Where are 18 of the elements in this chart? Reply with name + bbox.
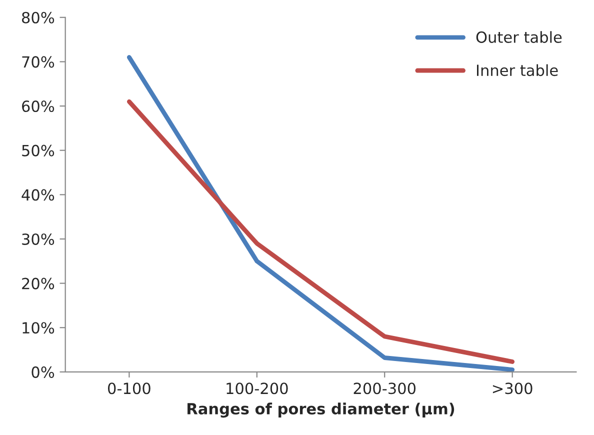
x-tick-label: >300: [492, 382, 532, 394]
y-tick-label: 10%: [22, 322, 54, 334]
y-tick-label: 30%: [22, 233, 54, 245]
y-tick-label: 0%: [32, 366, 54, 378]
y-tick-label: 20%: [22, 278, 54, 290]
y-tick-label: 60%: [22, 100, 54, 112]
y-tick-label: 40%: [22, 189, 54, 201]
x-tick-label: 200-300: [354, 382, 416, 394]
line-series: [126, 99, 515, 364]
y-tick-label: 80%: [22, 12, 54, 24]
legend-label: Inner table: [477, 64, 558, 76]
y-tick-label: 70%: [22, 56, 54, 68]
line-series: [126, 55, 515, 372]
y-tick-label: 50%: [22, 144, 54, 156]
x-axis-title: Ranges of pores diameter (µm): [188, 402, 454, 418]
legend-label: Outer table: [476, 31, 562, 43]
x-tick-label: 0-100: [108, 382, 150, 394]
x-tick-label: 100-200: [226, 382, 288, 394]
